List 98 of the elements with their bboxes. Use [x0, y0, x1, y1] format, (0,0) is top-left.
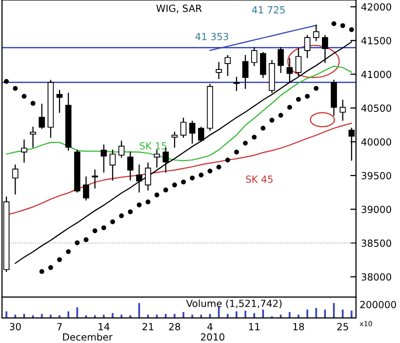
chart-title: Volume (1,521,742) [186, 300, 282, 308]
candlestick [242, 55, 248, 89]
candlestick [100, 144, 107, 173]
candlestick [313, 24, 320, 42]
point [234, 150, 239, 155]
point [190, 176, 195, 180]
candlestick [127, 152, 134, 181]
candlestick [340, 100, 346, 121]
candlestick [198, 126, 204, 142]
point [128, 209, 133, 214]
point [225, 158, 230, 162]
point [260, 126, 266, 131]
candlestick [162, 148, 169, 173]
text: 200000 [360, 300, 396, 308]
point [242, 140, 248, 146]
point [12, 86, 18, 91]
point [252, 134, 257, 140]
candlestick [260, 52, 266, 78]
point [172, 182, 178, 188]
point [110, 219, 116, 224]
candlestick [144, 162, 152, 191]
x-tick-label: 7 [57, 323, 62, 330]
candlestick [56, 90, 63, 113]
candlestick [286, 58, 293, 83]
candlestick [233, 76, 240, 91]
point [269, 118, 274, 123]
point [154, 192, 160, 198]
candlestick [180, 118, 186, 138]
point [66, 249, 71, 254]
candlestick [172, 132, 178, 148]
point [4, 78, 9, 84]
series-label: SK 45 [246, 176, 273, 183]
x-tick-label: 21 [142, 322, 154, 330]
y-tick-label: 41500 [361, 36, 392, 44]
point [30, 100, 36, 106]
point [278, 112, 284, 118]
x-tick-label: 25 [337, 322, 348, 330]
series-label: SK 15 [140, 142, 166, 150]
annotation: 41 353 [195, 32, 228, 40]
candlestick [12, 164, 18, 195]
point [74, 240, 80, 246]
point [331, 21, 336, 26]
candlestick [154, 150, 160, 168]
candlestick [189, 120, 196, 144]
candlestick [30, 126, 36, 148]
point [296, 96, 301, 102]
candlestick [251, 47, 258, 66]
x-tick-label: 4 [207, 323, 213, 330]
candlestick [92, 170, 98, 188]
x-tick-label: 28 [169, 322, 180, 330]
chart-title: WIG, SAR [156, 4, 202, 13]
point [119, 213, 124, 218]
point [304, 94, 310, 99]
point [101, 225, 106, 230]
candlestick [224, 55, 231, 76]
point [208, 168, 212, 174]
candlestick [118, 140, 125, 158]
x-tick-label: 14 [98, 323, 110, 330]
text: 2010 [200, 333, 224, 341]
x-tick-label: 11 [249, 323, 260, 330]
x-tick-label: 30 [10, 322, 21, 330]
y-tick-label: 40000 [361, 138, 392, 146]
y-tick-label: 40500 [361, 104, 392, 112]
point [340, 23, 346, 28]
annotation: 41 725 [252, 6, 285, 14]
y-tick-label: 38500 [362, 240, 392, 247]
point [39, 269, 44, 274]
candlestick [110, 150, 116, 181]
point [314, 86, 319, 91]
point [163, 188, 168, 192]
y-tick-label: 42000 [361, 3, 392, 11]
x-tick-label: 18 [293, 322, 304, 330]
candlestick [21, 140, 28, 163]
point [22, 94, 27, 99]
point [216, 164, 222, 170]
y-tick-label: 39000 [362, 206, 392, 214]
candlestick [216, 62, 222, 79]
point [180, 180, 186, 184]
y-tick-label: 39500 [362, 172, 392, 180]
point [92, 228, 98, 234]
text: December [63, 333, 113, 341]
point [136, 202, 142, 208]
candlestick [136, 164, 142, 192]
line-series [6, 66, 352, 162]
candlestick [278, 47, 284, 73]
point [84, 237, 89, 242]
candlestick [38, 104, 45, 129]
candlestick [304, 35, 310, 58]
point [198, 172, 204, 178]
y-tick-label: 41000 [361, 70, 392, 78]
point [146, 199, 150, 204]
y-tick-label: 38000 [362, 273, 392, 281]
candlestick [83, 176, 90, 200]
candlestick [295, 48, 302, 76]
point [48, 265, 54, 270]
point [349, 27, 354, 32]
point [287, 104, 292, 110]
point [57, 257, 62, 262]
